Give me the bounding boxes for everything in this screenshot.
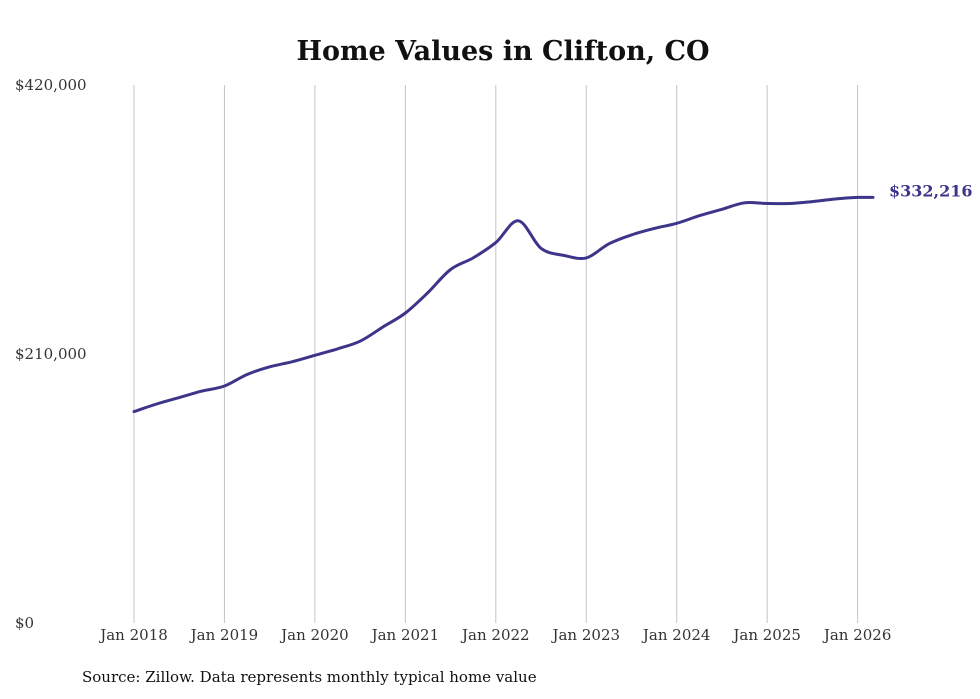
y-tick-label: $0 xyxy=(15,614,34,632)
x-tick-label: Jan 2023 xyxy=(550,626,620,644)
gridlines xyxy=(133,85,859,623)
x-axis-ticks: Jan 2018 Jan 2019 Jan 2020 Jan 2021 Jan 2022… xyxy=(98,626,891,644)
x-tick-label: Jan 2021 xyxy=(370,626,440,644)
y-tick-label: $420,000 xyxy=(15,76,87,94)
series-line xyxy=(132,195,875,414)
chart-title: Home Values in Clifton, CO xyxy=(296,36,709,67)
source-note: Source: Zillow. Data represents monthly … xyxy=(82,668,537,686)
x-tick-label: Jan 2020 xyxy=(279,626,349,644)
y-axis-ticks: $0 $210,000 $420,000 xyxy=(15,76,87,632)
end-value-label: $332,216 xyxy=(889,181,973,200)
x-tick-label: Jan 2018 xyxy=(98,626,168,644)
x-tick-label: Jan 2024 xyxy=(641,626,711,644)
x-tick-label: Jan 2026 xyxy=(822,626,892,644)
x-tick-label: Jan 2022 xyxy=(460,626,530,644)
y-tick-label: $210,000 xyxy=(15,345,87,363)
x-tick-label: Jan 2019 xyxy=(189,626,259,644)
x-tick-label: Jan 2025 xyxy=(731,626,801,644)
